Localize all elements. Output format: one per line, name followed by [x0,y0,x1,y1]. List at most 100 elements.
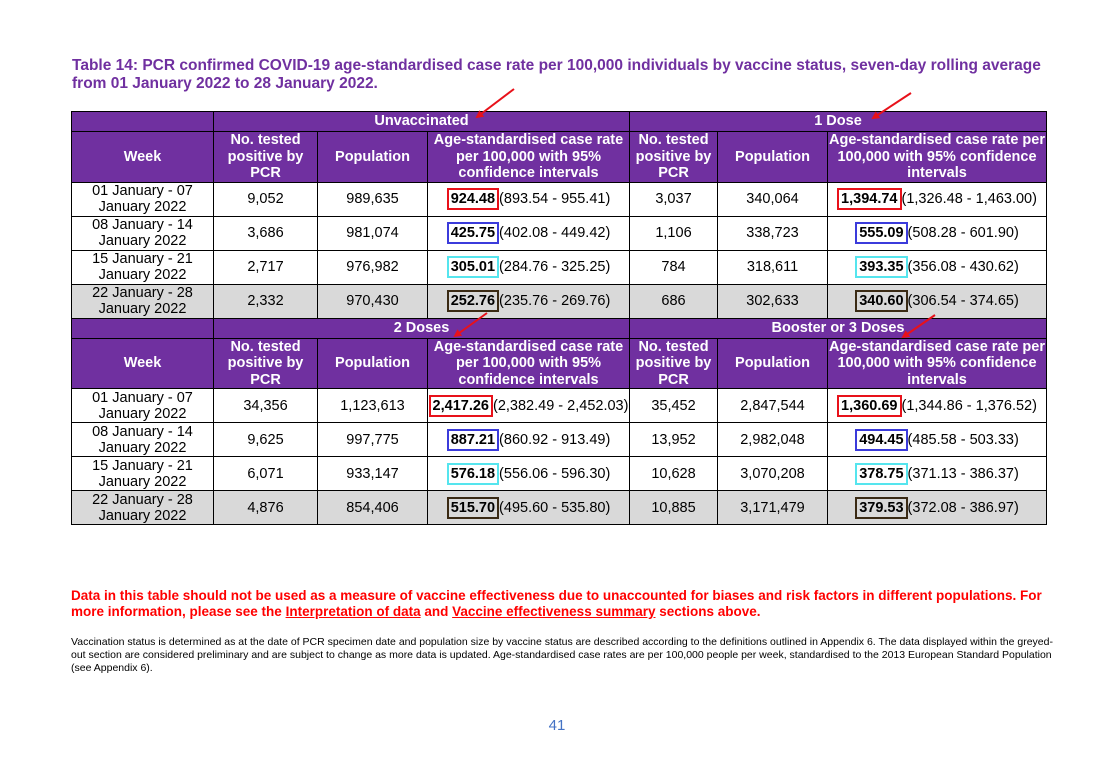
tested-cell: 3,686 [213,215,318,251]
column-header-row: Week No. tested positive by PCR Population… [71,337,1047,389]
case-rate-table: Unvaccinated 1 Dose Week No. tested positiv… [71,111,1047,525]
tested-cell: 2,717 [213,249,318,285]
rate-cell: 2,417.26 (2,382.49 - 2,452.03) [427,388,630,423]
rate-cell: 1,394.74 (1,326.48 - 1,463.00) [827,181,1047,217]
week-cell: 22 January - 28 January 2022 [71,283,214,319]
interpretation-link[interactable]: Interpretation of data [285,604,421,619]
rate-value: 494.45 [855,428,908,451]
tested-cell: 13,952 [629,422,718,457]
confidence-interval: (485.58 - 503.33) [907,431,1019,448]
tested-cell: 4,876 [213,490,318,525]
tested-cell: 1,106 [629,215,718,251]
confidence-interval: (2,382.49 - 2,452.03) [493,397,629,414]
col-tested: No. tested positive by PCR [629,337,718,389]
rate-cell: 515.70 (495.60 - 535.80) [427,490,630,525]
table-title: Table 14: PCR confirmed COVID-19 age-sta… [72,57,1041,92]
warning-note: Data in this table should not be used as… [71,588,1051,620]
confidence-interval: (235.76 - 269.76) [499,293,611,309]
rate-value: 2,417.26 [428,394,493,417]
group-header: Unvaccinated [213,111,630,132]
rate-value: 555.09 [855,222,908,244]
tested-cell: 35,452 [629,388,718,423]
group-header: 2 Doses [213,317,630,339]
tested-cell: 3,037 [629,181,718,217]
page-number: 41 [548,717,566,734]
population-cell: 997,775 [317,422,428,457]
col-population: Population [317,131,428,183]
col-rate: Age-standardised case rate per 100,000 w… [427,337,630,389]
confidence-interval: (284.76 - 325.25) [499,259,611,275]
rate-cell: 425.75 (402.08 - 449.42) [427,215,630,251]
rate-value: 1,360.69 [837,394,902,417]
table-row: 22 January - 28 January 2022 2,332 970,430… [71,283,1047,319]
table-row: 15 January - 21 January 2022 6,071 933,147… [71,456,1047,491]
group-header: 1 Dose [629,111,1047,132]
col-week: Week [71,337,214,389]
rate-cell: 340.60 (306.54 - 374.65) [827,283,1047,319]
confidence-interval: (306.54 - 374.65) [907,293,1019,309]
confidence-interval: (372.08 - 386.97) [907,499,1019,516]
col-rate: Age-standardised case rate per 100,000 w… [827,337,1047,389]
tested-cell: 2,332 [213,283,318,319]
population-cell: 302,633 [717,283,828,319]
col-rate: Age-standardised case rate per 100,000 w… [827,131,1047,183]
col-week: Week [71,131,214,183]
col-population: Population [717,337,828,389]
rate-value: 305.01 [446,256,500,278]
col-population: Population [717,131,828,183]
table-row: 08 January - 14 January 2022 3,686 981,074… [71,215,1047,251]
population-cell: 2,847,544 [717,388,828,423]
col-rate: Age-standardised case rate per 100,000 w… [427,131,630,183]
population-cell: 981,074 [317,215,428,251]
column-header-row: Week No. tested positive by PCR Population… [71,131,1047,183]
rate-value: 379.53 [855,496,908,519]
table-row: 08 January - 14 January 2022 9,625 997,775… [71,422,1047,457]
week-cell: 15 January - 21 January 2022 [71,456,214,491]
col-tested: No. tested positive by PCR [629,131,718,183]
group-header: Booster or 3 Doses [629,317,1047,339]
table-row: 15 January - 21 January 2022 2,717 976,982… [71,249,1047,285]
population-cell: 2,982,048 [717,422,828,457]
week-cell: 08 January - 14 January 2022 [71,215,214,251]
confidence-interval: (893.54 - 955.41) [499,191,611,207]
confidence-interval: (356.08 - 430.62) [907,259,1019,275]
population-cell: 1,123,613 [317,388,428,423]
rate-value: 924.48 [446,188,500,210]
note-text-1: Data in this table should not be used as… [71,588,1042,619]
group-header-row: Unvaccinated 1 Dose [71,111,1047,132]
confidence-interval: (371.13 - 386.37) [907,465,1019,482]
week-cell: 01 January - 07 January 2022 [71,388,214,423]
confidence-interval: (495.60 - 535.80) [499,499,611,516]
footnote: Vaccination status is determined as at t… [71,636,1053,674]
population-cell: 976,982 [317,249,428,285]
confidence-interval: (508.28 - 601.90) [907,225,1019,241]
rate-cell: 494.45 (485.58 - 503.33) [827,422,1047,457]
table-row: 22 January - 28 January 2022 4,876 854,406… [71,490,1047,525]
group-spacer [71,111,214,132]
table-row: 01 January - 07 January 2022 34,356 1,123,… [71,388,1047,423]
rate-value: 340.60 [855,290,908,312]
rate-cell: 555.09 (508.28 - 601.90) [827,215,1047,251]
confidence-interval: (1,344.86 - 1,376.52) [901,397,1037,414]
population-cell: 989,635 [317,181,428,217]
population-cell: 340,064 [717,181,828,217]
col-tested: No. tested positive by PCR [213,337,318,389]
tested-cell: 34,356 [213,388,318,423]
vaccine-effectiveness-link[interactable]: Vaccine effectiveness summary [452,604,656,619]
rate-cell: 378.75 (371.13 - 386.37) [827,456,1047,491]
population-cell: 338,723 [717,215,828,251]
tested-cell: 686 [629,283,718,319]
tested-cell: 9,625 [213,422,318,457]
col-tested: No. tested positive by PCR [213,131,318,183]
group-spacer [71,317,214,339]
rate-cell: 252.76 (235.76 - 269.76) [427,283,630,319]
rate-cell: 887.21 (860.92 - 913.49) [427,422,630,457]
population-cell: 318,611 [717,249,828,285]
col-population: Population [317,337,428,389]
note-text-2: and [420,604,453,619]
confidence-interval: (556.06 - 596.30) [499,465,611,482]
tested-cell: 10,628 [629,456,718,491]
rate-value: 515.70 [446,496,500,519]
population-cell: 970,430 [317,283,428,319]
rate-cell: 379.53 (372.08 - 386.97) [827,490,1047,525]
